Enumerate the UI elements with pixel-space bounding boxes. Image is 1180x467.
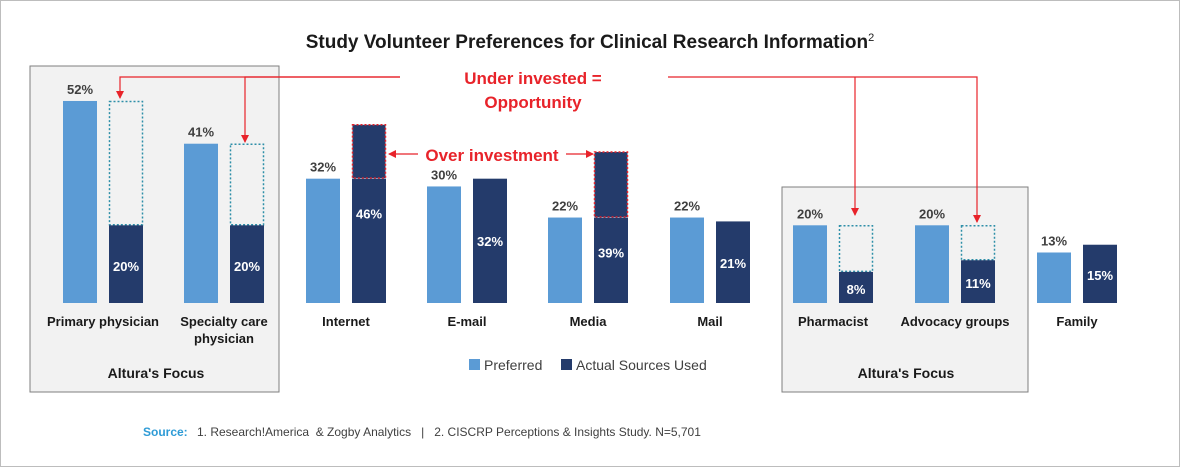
- value-label-actual-internet: 46%: [356, 207, 382, 222]
- category-label-family: Family: [1056, 314, 1098, 329]
- value-label-preferred-primary-physician: 52%: [67, 82, 93, 97]
- gap-outline-internet: [351, 124, 387, 179]
- legend-label-preferred: Preferred: [484, 357, 542, 373]
- value-label-actual-primary-physician: 20%: [113, 259, 139, 274]
- bar-actual-primary-physician: [109, 225, 143, 303]
- arrow-under-invested-advocacy: [668, 76, 981, 223]
- value-label-preferred-advocacy-groups: 20%: [919, 206, 945, 221]
- value-label-preferred-specialty-care-physician: 41%: [188, 125, 214, 140]
- value-label-actual-advocacy-groups: 11%: [965, 276, 991, 291]
- bar-preferred-primary-physician: [63, 100, 97, 303]
- gap-outline-specialty-care-physician: [229, 143, 265, 226]
- gap-outline-advocacy-groups: [960, 225, 996, 261]
- labels-layer: 52% 20% 41% 20% 32% 46% 30% 32% 22% 39% 22% 21% 20% 8…: [67, 82, 1113, 297]
- bars-layer: [63, 100, 1117, 303]
- bar-preferred-pharmacist: [793, 225, 827, 303]
- annotation-under-invested-line2: Opportunity: [484, 93, 582, 112]
- gap-outline-media: [593, 151, 629, 218]
- value-label-preferred-pharmacist: 20%: [797, 206, 823, 221]
- value-label-actual-media: 39%: [598, 246, 624, 261]
- value-label-preferred-internet: 32%: [310, 160, 336, 175]
- bar-preferred-media: [548, 217, 582, 303]
- bar-preferred-advocacy-groups: [915, 225, 949, 303]
- value-label-actual-mail: 21%: [720, 256, 746, 271]
- value-label-actual-specialty-care-physician: 20%: [234, 259, 260, 274]
- arrow-under-invested-specialty: [241, 76, 400, 143]
- bar-preferred-specialty-care-physician: [184, 143, 218, 303]
- bar-preferred-internet: [306, 178, 340, 303]
- annotation-arrows: [116, 76, 981, 223]
- category-label-primary-physician: Primary physician: [47, 314, 159, 329]
- bar-actual-media: [594, 217, 628, 303]
- category-label-internet: Internet: [322, 314, 370, 329]
- category-label-e-mail: E-mail: [447, 314, 486, 329]
- legend-swatch-actual: [561, 359, 572, 370]
- category-label-mail: Mail: [697, 314, 722, 329]
- bar-preferred-e-mail: [427, 186, 461, 303]
- category-label-specialty-care-physician-line2: physician: [194, 331, 254, 346]
- value-label-preferred-family: 13%: [1041, 233, 1067, 248]
- gap-outline-primary-physician: [108, 100, 144, 226]
- value-label-preferred-e-mail: 30%: [431, 167, 457, 182]
- chart-title-text: Study Volunteer Preferences for Clinical…: [306, 32, 868, 53]
- legend-label-actual: Actual Sources Used: [576, 357, 707, 373]
- bar-actual-internet: [352, 178, 386, 303]
- gap-outline-pharmacist: [838, 225, 874, 273]
- category-label-advocacy-groups: Advocacy groups: [900, 314, 1009, 329]
- bar-actual-specialty-care-physician: [230, 225, 264, 303]
- value-label-actual-e-mail: 32%: [477, 234, 503, 249]
- focus-label-left: Altura's Focus: [108, 365, 205, 381]
- bar-actual-pharmacist: [839, 271, 873, 303]
- annotation-over-investment: Over investment: [425, 146, 559, 165]
- category-label-specialty-care-physician-line1: Specialty care: [180, 314, 267, 329]
- bar-preferred-mail: [670, 217, 704, 303]
- category-label-pharmacist: Pharmacist: [798, 314, 869, 329]
- bar-actual-e-mail: [473, 178, 507, 303]
- value-label-preferred-mail: 22%: [674, 199, 700, 214]
- bar-actual-advocacy-groups: [961, 260, 995, 303]
- value-label-preferred-media: 22%: [552, 199, 578, 214]
- annotation-under-invested-line1: Under invested =: [464, 69, 602, 88]
- legend-swatch-preferred: [469, 359, 480, 370]
- source-text: 1. Research!America & Zogby Analytics | …: [197, 425, 701, 439]
- value-label-actual-family: 15%: [1087, 268, 1113, 283]
- source-label: Source:: [143, 425, 188, 439]
- bar-actual-family: [1083, 244, 1117, 303]
- value-label-actual-pharmacist: 8%: [847, 282, 866, 297]
- category-label-media: Media: [570, 314, 608, 329]
- focus-label-right: Altura's Focus: [858, 365, 955, 381]
- bar-actual-mail: [716, 221, 750, 303]
- chart-title: Study Volunteer Preferences for Clinical…: [306, 32, 875, 53]
- bar-preferred-family: [1037, 252, 1071, 303]
- category-labels: Primary physician Specialty care physician…: [47, 314, 1098, 346]
- chart-title-superscript: 2: [868, 32, 874, 44]
